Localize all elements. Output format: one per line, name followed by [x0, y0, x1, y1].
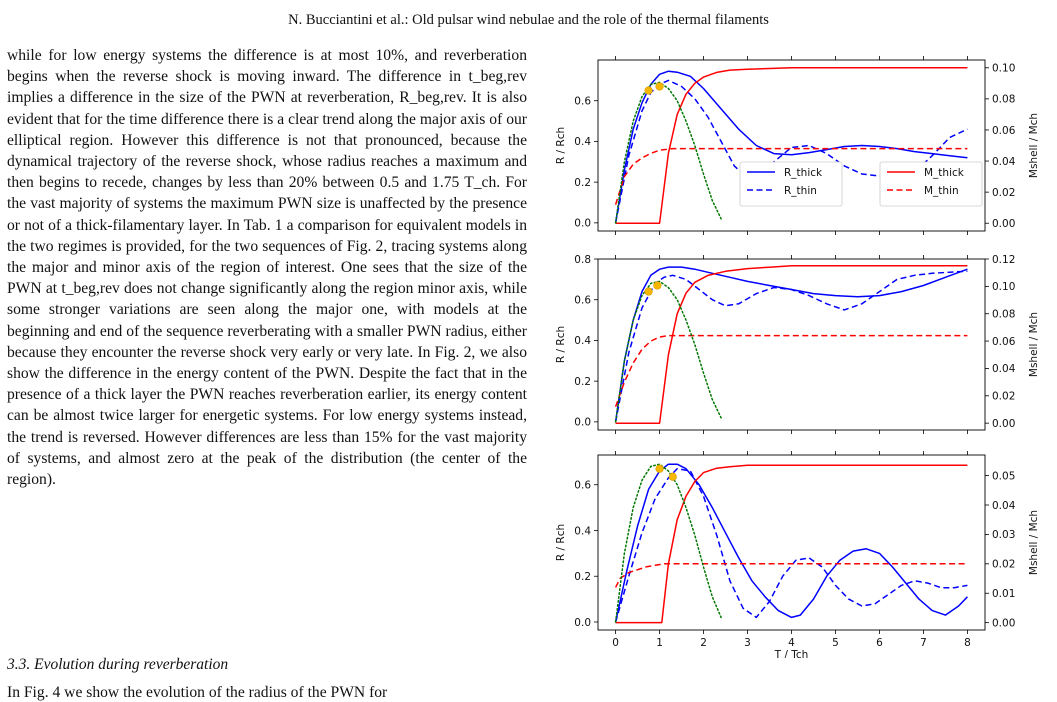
y-left-tick-label: 0.0	[574, 417, 591, 429]
y-left-tick-label: 0.4	[574, 136, 591, 148]
y-right-axis-label: Mshell / Mch	[1028, 312, 1040, 377]
reverberation-marker	[655, 464, 664, 473]
series-line-m-thick	[615, 67, 968, 224]
series-line-dotted-envelope	[614, 81, 722, 224]
series-line-r-thick	[614, 463, 968, 623]
y-right-tick-label: 0.12	[992, 254, 1015, 266]
legend-label: R_thick	[784, 167, 823, 179]
y-right-tick-label: 0.06	[992, 336, 1016, 348]
x-tick-label: 8	[964, 637, 971, 649]
y-right-tick-label: 0.02	[992, 187, 1015, 199]
y-right-tick-label: 0.10	[992, 63, 1015, 75]
y-left-tick-label: 0.0	[574, 617, 591, 629]
y-right-axis-label: Mshell / Mch	[1028, 113, 1040, 178]
y-left-tick-label: 0.6	[574, 295, 591, 307]
series-line-r-thick	[614, 266, 968, 423]
x-tick-label: 6	[876, 637, 883, 649]
y-left-tick-label: 0.2	[574, 571, 591, 583]
x-tick-label: 4	[788, 637, 795, 649]
y-right-tick-label: 0.08	[992, 94, 1015, 106]
legend-label: R_thin	[784, 185, 817, 197]
reverberation-marker	[655, 82, 664, 91]
y-left-axis-label: R / Rch	[555, 524, 567, 561]
figure-svg: 0.00.20.40.60.000.020.040.060.080.10R / …	[555, 56, 1040, 658]
y-right-tick-label: 0.10	[992, 281, 1015, 293]
reverberation-marker	[653, 281, 662, 290]
x-tick-label: 7	[920, 637, 927, 649]
series-line-dotted-envelope	[614, 280, 722, 423]
truncated-paragraph-line: In Fig. 4 we show the evolution of the r…	[7, 684, 388, 701]
figure-three-panels: 0.0 0.2 0.4 0.6 0.00 0.02 0.04 0.06 0.08 0.10 R / …	[540, 40, 1050, 658]
y-right-tick-label: 0.00	[992, 218, 1015, 230]
y-left-tick-label: 0.6	[574, 480, 591, 492]
y-right-tick-label: 0.06	[992, 125, 1016, 137]
legend-label: M_thin	[924, 185, 959, 197]
x-tick-label: 3	[744, 637, 751, 649]
y-right-tick-label: 0.00	[992, 418, 1015, 430]
x-axis-label: T / Tch	[774, 649, 809, 658]
y-right-tick-label: 0.02	[992, 559, 1015, 571]
reverberation-marker	[644, 86, 653, 95]
y-left-tick-label: 0.4	[574, 335, 591, 347]
series-line-m-thick	[615, 464, 968, 624]
reverberation-marker	[668, 472, 677, 481]
y-left-tick-label: 0.6	[574, 96, 591, 108]
legend-box-radius	[739, 161, 843, 207]
y-right-tick-label: 0.08	[992, 309, 1015, 321]
body-paragraph: while for low energy systems the differe…	[7, 47, 527, 489]
series-line-m-thin	[614, 563, 968, 588]
y-right-axis-label: Mshell / Mch	[1028, 510, 1040, 575]
y-left-tick-label: 0.0	[574, 218, 591, 230]
y-right-tick-label: 0.00	[992, 617, 1015, 629]
y-left-tick-label: 0.2	[574, 376, 591, 388]
legend-box-mass	[879, 161, 983, 207]
series-line-m-thin	[614, 147, 968, 205]
reverberation-marker	[644, 287, 653, 296]
series-line-r-thin	[614, 270, 968, 423]
series-line-dotted-envelope	[614, 463, 722, 623]
series-line-m-thin	[614, 334, 968, 407]
y-right-tick-label: 0.05	[992, 470, 1015, 482]
y-right-tick-label: 0.04	[992, 500, 1016, 512]
x-tick-label: 5	[832, 637, 839, 649]
legend-label: M_thick	[924, 167, 965, 179]
y-right-tick-label: 0.02	[992, 391, 1015, 403]
section-title: 3.3. Evolution during reverberation	[7, 656, 229, 673]
y-right-tick-label: 0.04	[992, 156, 1016, 168]
y-left-tick-label: 0.8	[574, 254, 591, 266]
x-tick-label: 2	[700, 637, 707, 649]
y-right-tick-label: 0.01	[992, 588, 1015, 600]
y-left-tick-label: 0.4	[574, 525, 591, 537]
series-line-m-thick	[615, 265, 968, 424]
x-tick-label: 0	[612, 637, 619, 649]
body-text-column: while for low energy systems the differe…	[7, 45, 527, 490]
y-right-tick-label: 0.03	[992, 529, 1015, 541]
running-header: N. Bucciantini et al.: Old pulsar wind n…	[288, 12, 769, 28]
y-right-tick-label: 0.04	[992, 363, 1016, 375]
series-line-r-thin	[614, 467, 968, 623]
y-left-axis-label: R / Rch	[555, 127, 567, 164]
plot-frame	[597, 454, 986, 631]
y-left-tick-label: 0.2	[574, 177, 591, 189]
x-tick-label: 1	[656, 637, 663, 649]
y-left-axis-label: R / Rch	[555, 326, 567, 363]
